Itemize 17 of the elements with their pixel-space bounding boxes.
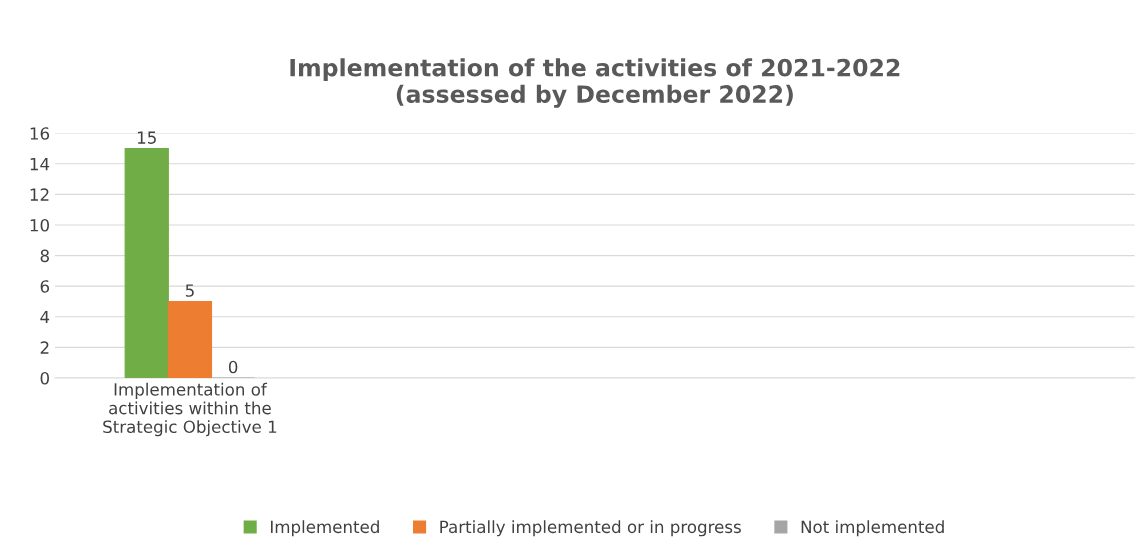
y-tick-label: 0 (40, 371, 49, 385)
y-tick-label: 2 (40, 341, 49, 354)
y-tick-label: 14 (30, 157, 50, 171)
data-label: 15 (137, 131, 156, 144)
y-tick-label: 8 (40, 249, 49, 263)
y-tick-label: 10 (30, 218, 49, 232)
legend-label: Implemented (270, 520, 379, 537)
data-label: 0 (228, 360, 238, 374)
legend-label: Not implemented (801, 520, 944, 537)
y-tick-label: 12 (30, 188, 49, 201)
y-tick-label: 16 (30, 127, 50, 140)
x-tick-label: Implementation of activities within the Strategic Objective 1 (103, 382, 277, 437)
chart-title: Implementation of the activities of 2021-2022 (assessed by December 2022) (290, 58, 900, 108)
data-label: 5 (185, 284, 194, 297)
y-tick-label: 4 (40, 310, 50, 324)
legend-label: Partially implemented or in progress (440, 520, 741, 537)
y-tick-label: 6 (40, 280, 50, 293)
